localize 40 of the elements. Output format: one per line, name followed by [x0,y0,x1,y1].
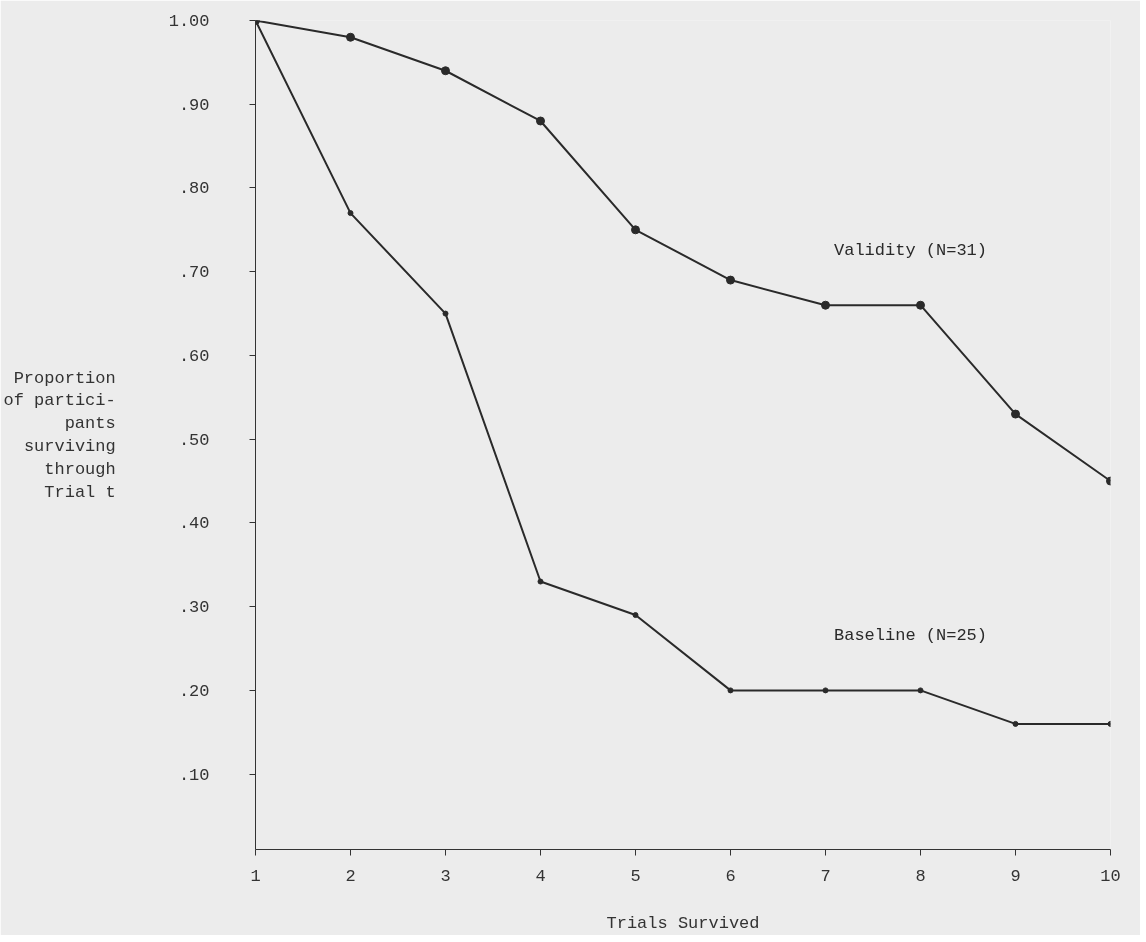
point [726,275,735,285]
point [821,300,830,310]
point [442,310,449,317]
x-tick-label: 10 [1100,866,1121,886]
text: Validity (N=31) [833,241,988,261]
point [536,116,545,126]
x-tick-label: 9 [1010,866,1021,886]
x-tick-label: 5 [630,866,641,886]
text: Baseline (N=25) [833,626,988,646]
point [347,210,354,217]
y-tick-label: .20 [178,681,210,701]
y-tick-label: .30 [178,598,210,618]
x-tick-label: 7 [820,866,831,886]
point [441,66,450,76]
x-tick-label: 4 [535,866,546,886]
point [727,687,734,694]
point [917,687,924,694]
point [346,32,355,42]
x-tick-label: 6 [725,866,736,886]
point [631,225,640,235]
y-tick-label: .10 [178,765,210,785]
y-tick-label: .80 [178,179,210,199]
y-tick-label: .50 [178,430,210,450]
y-tick-label: .70 [178,263,210,283]
y-tick-label: .40 [178,514,210,534]
point [537,578,544,585]
x-axis-title: Trials Survived [606,913,760,933]
y-axis-title: Proportion of partici- pants surviving through Trial t [3,368,116,502]
point [916,300,925,310]
y-tick-label: .60 [178,346,210,366]
y-tick-label: 1.00 [168,12,210,31]
y-tick-label: .90 [178,95,210,115]
x-tick-label: 3 [440,866,451,886]
x-tick-label: 1 [250,866,261,886]
x-tick-label: 2 [345,866,356,886]
point [1011,409,1020,419]
x-tick-label: 8 [915,866,926,886]
point [822,687,829,694]
point [1012,720,1019,727]
point [632,612,639,619]
